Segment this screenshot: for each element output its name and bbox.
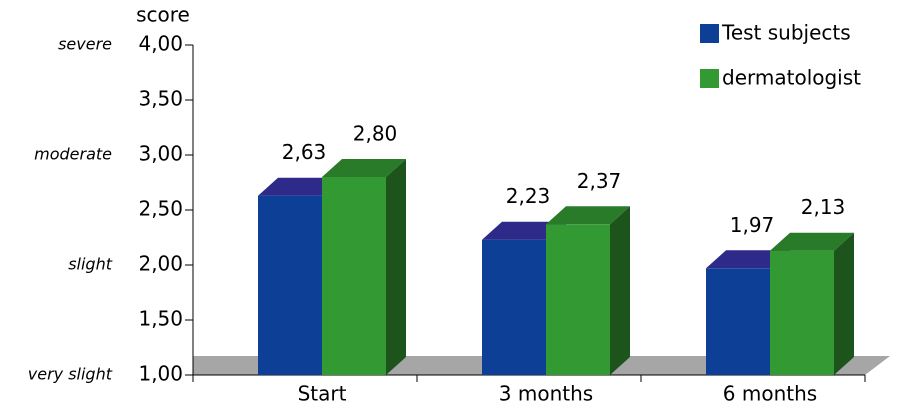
bar <box>546 224 610 375</box>
y-axis-label: score <box>136 3 190 27</box>
bar-top <box>258 177 342 196</box>
legend-swatch <box>700 69 719 88</box>
x-tick-label: 3 months <box>499 382 593 406</box>
value-label: 2,13 <box>801 195 846 219</box>
x-tick-label: Start <box>298 382 347 406</box>
bar-top <box>482 221 566 240</box>
bar-top <box>322 159 406 177</box>
bar <box>706 268 770 375</box>
y-tick-label: 1,50 <box>138 307 183 331</box>
severity-label: severe <box>58 35 112 54</box>
bar-side <box>386 159 406 375</box>
bar-top <box>706 250 790 269</box>
x-tick-label: 6 months <box>723 382 817 406</box>
y-tick-label: 3,50 <box>138 87 183 111</box>
value-label: 2,80 <box>353 122 398 146</box>
bar <box>482 239 546 375</box>
bar <box>770 250 834 375</box>
bar-side <box>610 206 630 375</box>
bar <box>258 195 322 375</box>
y-tick-label: 2,00 <box>138 252 183 276</box>
bar <box>322 177 386 375</box>
value-label: 2,37 <box>577 169 622 193</box>
y-tick-label: 4,00 <box>138 32 183 56</box>
value-label: 2,23 <box>506 184 551 208</box>
legend-label: dermatologist <box>722 66 861 90</box>
bar-top <box>546 206 630 225</box>
y-tick-label: 2,50 <box>138 197 183 221</box>
y-tick-label: 1,00 <box>138 362 183 386</box>
y-tick-label: 3,00 <box>138 142 183 166</box>
legend-swatch <box>700 24 719 43</box>
legend-label: Test subjects <box>721 21 851 45</box>
severity-label: slight <box>68 255 113 274</box>
severity-label: very slight <box>28 365 113 384</box>
bar-side <box>834 232 854 375</box>
severity-label: moderate <box>34 145 112 164</box>
value-label: 2,63 <box>282 140 327 164</box>
value-label: 1,97 <box>730 213 775 237</box>
bar-top <box>770 232 854 251</box>
